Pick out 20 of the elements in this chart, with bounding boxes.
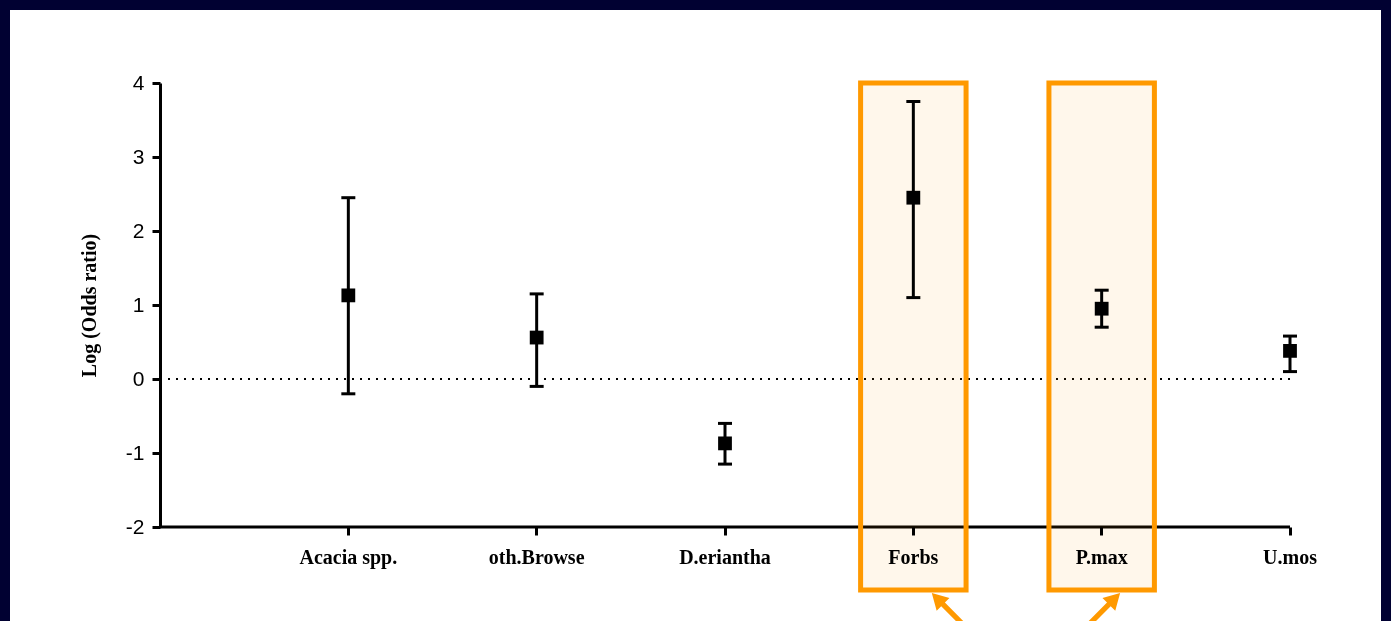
x-tick-label: D.eriantha [679, 545, 771, 568]
y-tick-label: -2 [125, 514, 145, 538]
point [341, 288, 356, 303]
point [906, 190, 921, 205]
point [718, 436, 732, 451]
y-tick-label: 0 [132, 366, 145, 390]
y-tick-label: 4 [132, 70, 145, 94]
point [1094, 301, 1109, 316]
point [1283, 343, 1297, 358]
y-axis-title: Log (Odds ratio) [77, 233, 101, 378]
point [529, 330, 544, 345]
x-tick-label: Acacia spp. [299, 545, 398, 569]
x-tick-label: oth.Browse [488, 545, 585, 568]
y-tick-label: 1 [132, 292, 145, 316]
x-tick-label: P.max [1075, 545, 1128, 568]
y-tick-label: -1 [125, 440, 145, 464]
x-tick-label: U.mos [1263, 545, 1318, 568]
y-tick-label: 2 [132, 218, 145, 242]
y-tick-label: 3 [132, 144, 145, 168]
x-tick-label: Forbs [888, 545, 939, 568]
